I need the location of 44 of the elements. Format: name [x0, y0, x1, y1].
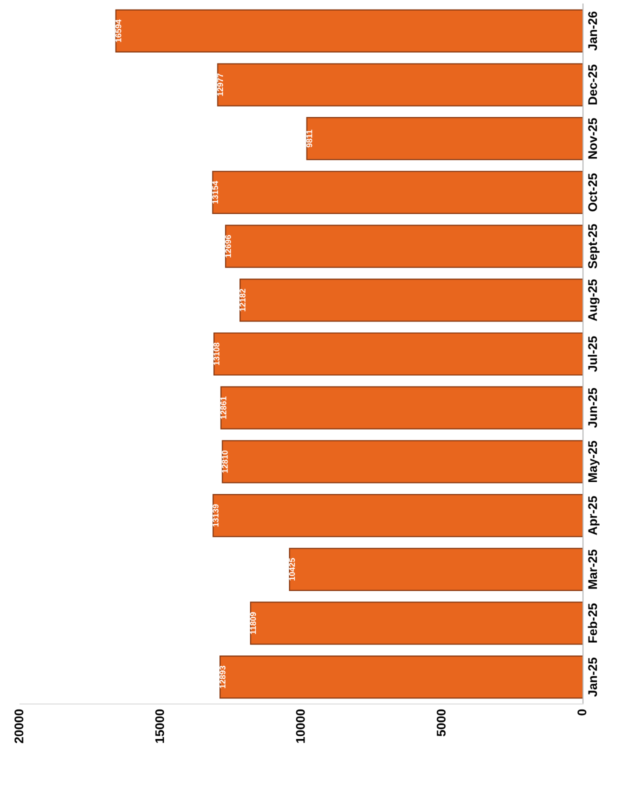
y-tick-label: Jun-25	[588, 388, 598, 428]
y-tick-label: Aug-25	[588, 279, 600, 322]
data-label: 13154	[212, 180, 218, 204]
y-tick-label: Feb-25	[588, 603, 598, 643]
bar	[217, 63, 583, 106]
y-tick-label: Sept-25	[588, 224, 600, 269]
data-label: 12810	[222, 450, 228, 473]
data-label: 12861	[220, 396, 226, 419]
data-label: 12977	[217, 74, 224, 96]
x-tick-label: 20000	[14, 709, 24, 744]
y-tick-label: Jan-25	[588, 658, 598, 697]
x-tick-label: 15000	[155, 709, 164, 743]
bar	[222, 440, 583, 484]
y-tick-label: Dec-25	[588, 64, 598, 104]
data-label: 12893	[220, 666, 226, 688]
data-label: 12696	[225, 235, 231, 258]
y-tick-label: Jan-26	[588, 12, 598, 51]
bar	[306, 117, 583, 160]
x-tick-label: 5000	[436, 709, 446, 736]
data-label: 12182	[240, 288, 246, 312]
x-tick-label: 0	[578, 709, 586, 716]
data-label: 16594	[115, 19, 122, 42]
x-tick-label: 10000	[296, 709, 305, 743]
data-label: 9811	[306, 130, 312, 148]
bar	[250, 602, 583, 645]
y-tick-label: Nov-25	[588, 118, 598, 159]
y-tick-label: Mar-25	[588, 550, 598, 589]
data-label: 13108	[214, 342, 220, 366]
data-label: 11809	[250, 612, 256, 634]
y-tick-label: Apr-25	[588, 496, 600, 536]
y-tick-label: Jul-25	[588, 336, 598, 372]
bar	[240, 278, 583, 322]
data-label: 10425	[289, 558, 295, 580]
bar	[213, 332, 583, 376]
bar	[115, 9, 583, 52]
bar	[225, 224, 583, 268]
data-label: 13139	[212, 504, 219, 527]
bar	[288, 548, 583, 591]
y-tick-label: May-25	[588, 440, 600, 482]
y-tick-label: Oct-25	[588, 173, 598, 212]
bar	[212, 170, 583, 214]
bar	[220, 386, 583, 430]
bar	[212, 494, 583, 538]
bar	[220, 656, 583, 699]
